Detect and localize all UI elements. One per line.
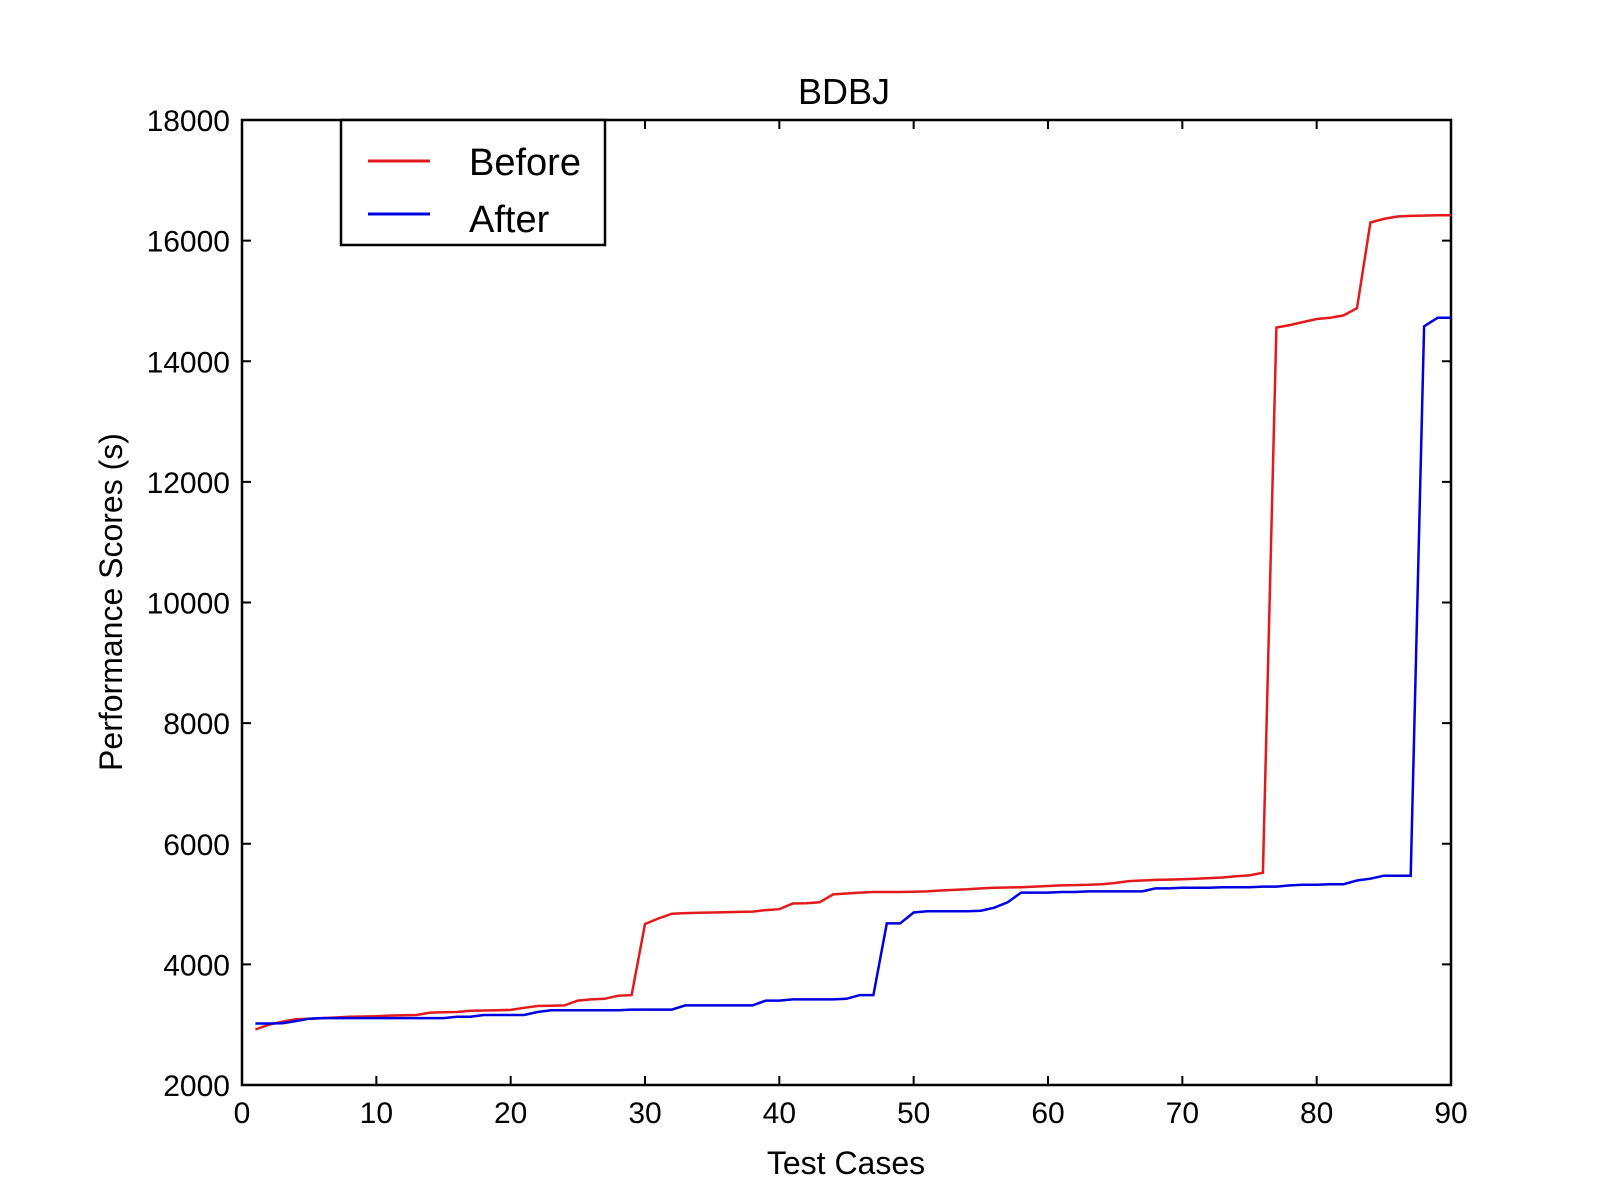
y-tick-label: 8000 [163,708,230,741]
y-tick-label: 2000 [163,1070,230,1103]
y-tick-label: 6000 [163,829,230,862]
legend-box [339,118,607,247]
y-tick-label: 18000 [147,105,230,138]
x-axis-title: Test Cases [767,1145,925,1181]
y-tick-label: 4000 [163,949,230,982]
x-tick-label: 30 [628,1097,661,1130]
y-axis: 2000 4000 6000 8000 10000 12000 14000 16000 1800… [147,105,1451,1103]
chart-title: BDBJ [798,71,890,112]
x-tick-label: 40 [763,1097,796,1130]
x-tick-label: 80 [1300,1097,1333,1130]
legend-label-before: Before [469,142,581,184]
x-tick-label: 60 [1031,1097,1064,1130]
x-tick-label: 70 [1166,1097,1199,1130]
legend: Before After [339,118,607,247]
y-tick-label: 12000 [147,467,230,500]
x-axis: 0 10 20 30 40 50 60 70 80 90 [234,120,1468,1130]
x-tick-label: 10 [360,1097,393,1130]
series-layer [254,214,1451,1031]
x-tick-label: 20 [494,1097,527,1130]
y-tick-label: 14000 [147,346,230,379]
y-tick-label: 10000 [147,588,230,621]
series-line-before [254,214,1451,1031]
x-tick-label: 90 [1434,1097,1467,1130]
legend-label-after: After [469,199,550,241]
y-axis-title: Performance Scores (s) [93,433,129,771]
x-tick-label: 0 [234,1097,251,1130]
y-tick-label: 16000 [147,226,230,259]
series-line-after [255,316,1451,1025]
x-tick-label: 50 [897,1097,930,1130]
